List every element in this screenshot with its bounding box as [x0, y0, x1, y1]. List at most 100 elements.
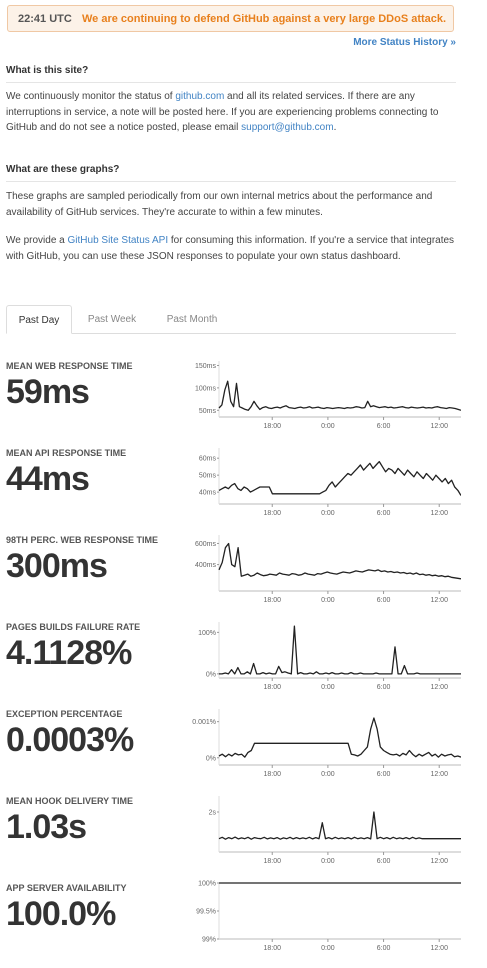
- x-tick-label: 0:00: [321, 771, 335, 778]
- metric-label: EXCEPTION PERCENTAGE: [6, 709, 123, 719]
- y-tick-label: 50ms: [199, 473, 217, 480]
- tab-past-month[interactable]: Past Month: [166, 314, 218, 325]
- graphs-paragraph-2: We provide a GitHub Site Status API for …: [6, 233, 458, 264]
- series-line: [219, 625, 461, 675]
- metric-value: 4.1128%: [6, 634, 132, 672]
- exception-percentage-metric: EXCEPTION PERCENTAGE 0.0003% 0.001% 0% 18:00…: [6, 709, 476, 794]
- tab-past-week[interactable]: Past Week: [87, 314, 137, 325]
- x-tick-label: 12:00: [430, 510, 448, 517]
- pages-builds-failure-metric: PAGES BUILDS FAILURE RATE 4.1128% 100% 0% 18…: [6, 622, 476, 707]
- exception-percentage-chart: 0.001% 0% 18:00 0:00 6:00 12:00: [189, 703, 461, 783]
- x-tick-label: 18:00: [263, 510, 281, 517]
- about-heading: What is this site?: [6, 65, 89, 76]
- y-tick-label: 99%: [202, 937, 216, 944]
- metric-label: APP SERVER AVAILABILITY: [6, 883, 127, 893]
- about-text-2: and all its related services. If there a…: [6, 91, 439, 133]
- x-tick-label: 12:00: [430, 945, 448, 952]
- x-tick-label: 0:00: [321, 858, 335, 865]
- metric-value: 100.0%: [6, 895, 116, 933]
- mean-api-response-chart: 60ms 50ms 40ms 18:00 0:00 6:00 12:00: [189, 442, 461, 522]
- x-tick-label: 6:00: [377, 510, 391, 517]
- y-tick-label: 400ms: [195, 562, 217, 569]
- x-tick-label: 0:00: [321, 423, 335, 430]
- mean-hook-delivery-metric: MEAN HOOK DELIVERY TIME 1.03s 2s 18:00 0:00 6…: [6, 796, 476, 881]
- metric-value: 59ms: [6, 373, 90, 411]
- tab-past-day[interactable]: Past Day: [6, 305, 72, 334]
- x-tick-label: 0:00: [321, 684, 335, 691]
- line-chart-svg: 100% 99.5% 99% 18:00 0:00 6:00 12:00: [196, 881, 461, 952]
- banner-time: 22:41 UTC: [18, 13, 72, 25]
- x-tick-label: 6:00: [377, 858, 391, 865]
- y-tick-label: 600ms: [195, 541, 217, 548]
- x-tick-label: 6:00: [377, 771, 391, 778]
- x-tick-label: 12:00: [430, 684, 448, 691]
- metric-label: MEAN HOOK DELIVERY TIME: [6, 796, 134, 806]
- x-tick-label: 0:00: [321, 510, 335, 517]
- mean-web-response-chart: 150ms 100ms 50ms 18:00 0:00 6:00 12:00: [189, 355, 461, 435]
- x-tick-label: 12:00: [430, 771, 448, 778]
- app-server-availability-chart: 100% 99.5% 99% 18:00 0:00 6:00 12:00: [189, 877, 461, 957]
- series-line: [218, 542, 461, 580]
- more-status-history-link[interactable]: More Status History »: [353, 37, 456, 48]
- x-tick-label: 6:00: [377, 684, 391, 691]
- about-paragraph: We continuously monitor the status of gi…: [6, 89, 458, 136]
- pages-builds-failure-chart: 100% 0% 18:00 0:00 6:00 12:00: [189, 616, 461, 696]
- y-tick-label: 0%: [206, 755, 216, 762]
- x-tick-label: 6:00: [377, 423, 391, 430]
- line-chart-svg: 0.001% 0% 18:00 0:00 6:00 12:00: [192, 709, 461, 778]
- line-chart-svg: 60ms 50ms 40ms 18:00 0:00 6:00 12:00: [199, 448, 461, 517]
- about-text-3: .: [333, 122, 337, 133]
- metric-value: 300ms: [6, 547, 108, 585]
- github-link[interactable]: github.com: [175, 91, 225, 102]
- 98th-perc-web-response-metric: 98TH PERC. WEB RESPONSE TIME 300ms 600ms 40…: [6, 535, 476, 620]
- y-tick-label: 2s: [209, 810, 217, 817]
- graphs-paragraph-1: These graphs are sampled periodically fr…: [6, 191, 433, 218]
- mean-hook-delivery-chart: 2s 18:00 0:00 6:00 12:00: [189, 790, 461, 870]
- x-tick-label: 6:00: [377, 945, 391, 952]
- mean-web-response-metric: MEAN WEB RESPONSE TIME 59ms 150ms 100ms 50ms…: [6, 361, 476, 446]
- y-tick-label: 50ms: [199, 408, 217, 415]
- line-chart-svg: 2s 18:00 0:00 6:00 12:00: [209, 796, 461, 865]
- series-line: [218, 460, 461, 496]
- y-tick-label: 40ms: [199, 490, 217, 497]
- y-tick-label: 100ms: [195, 385, 217, 392]
- line-chart-svg: 150ms 100ms 50ms 18:00 0:00 6:00 12:00: [195, 361, 461, 430]
- y-tick-label: 0%: [206, 671, 216, 678]
- x-tick-label: 18:00: [263, 597, 281, 604]
- mean-api-response-metric: MEAN API RESPONSE TIME 44ms 60ms 50ms 40ms 18…: [6, 448, 476, 533]
- divider: [6, 181, 456, 182]
- line-chart-svg: 600ms 400ms 18:00 0:00 6:00 12:00: [195, 535, 461, 604]
- x-tick-label: 18:00: [263, 945, 281, 952]
- y-tick-label: 99.5%: [196, 909, 216, 916]
- status-api-link[interactable]: GitHub Site Status API: [67, 235, 169, 246]
- x-tick-label: 18:00: [263, 771, 281, 778]
- api-text-1: We provide a: [6, 235, 68, 246]
- line-chart-svg: 100% 0% 18:00 0:00 6:00 12:00: [198, 622, 461, 691]
- about-text-1: We continuously monitor the status of: [6, 91, 176, 102]
- y-tick-label: 100%: [198, 630, 216, 637]
- series-line: [218, 811, 461, 840]
- metric-value: 44ms: [6, 460, 90, 498]
- divider: [6, 82, 456, 83]
- x-tick-label: 6:00: [377, 597, 391, 604]
- app-server-availability-metric: APP SERVER AVAILABILITY 100.0% 100% 99.5% 99…: [6, 881, 476, 968]
- 98th-perc-web-response-chart: 600ms 400ms 18:00 0:00 6:00 12:00: [189, 529, 461, 609]
- y-tick-label: 0.001%: [192, 719, 216, 726]
- x-tick-label: 18:00: [263, 858, 281, 865]
- x-tick-label: 12:00: [430, 597, 448, 604]
- metric-value: 1.03s: [6, 808, 87, 846]
- metric-label: PAGES BUILDS FAILURE RATE: [6, 622, 141, 632]
- status-banner: 22:41 UTC We are continuing to defend Gi…: [7, 5, 454, 32]
- x-tick-label: 12:00: [430, 858, 448, 865]
- api-text-2: for consuming this information. If you'r…: [6, 235, 455, 262]
- x-tick-label: 12:00: [430, 423, 448, 430]
- x-tick-label: 18:00: [263, 684, 281, 691]
- metric-label: 98TH PERC. WEB RESPONSE TIME: [6, 535, 159, 545]
- x-tick-label: 18:00: [263, 423, 281, 430]
- banner-message: We are continuing to defend GitHub again…: [82, 13, 447, 25]
- support-email-link[interactable]: support@github.com: [241, 122, 334, 133]
- series-line: [218, 380, 461, 411]
- time-range-tabs: Past Day Past Week Past Month: [6, 305, 456, 334]
- x-tick-label: 0:00: [321, 597, 335, 604]
- series-line: [218, 717, 461, 758]
